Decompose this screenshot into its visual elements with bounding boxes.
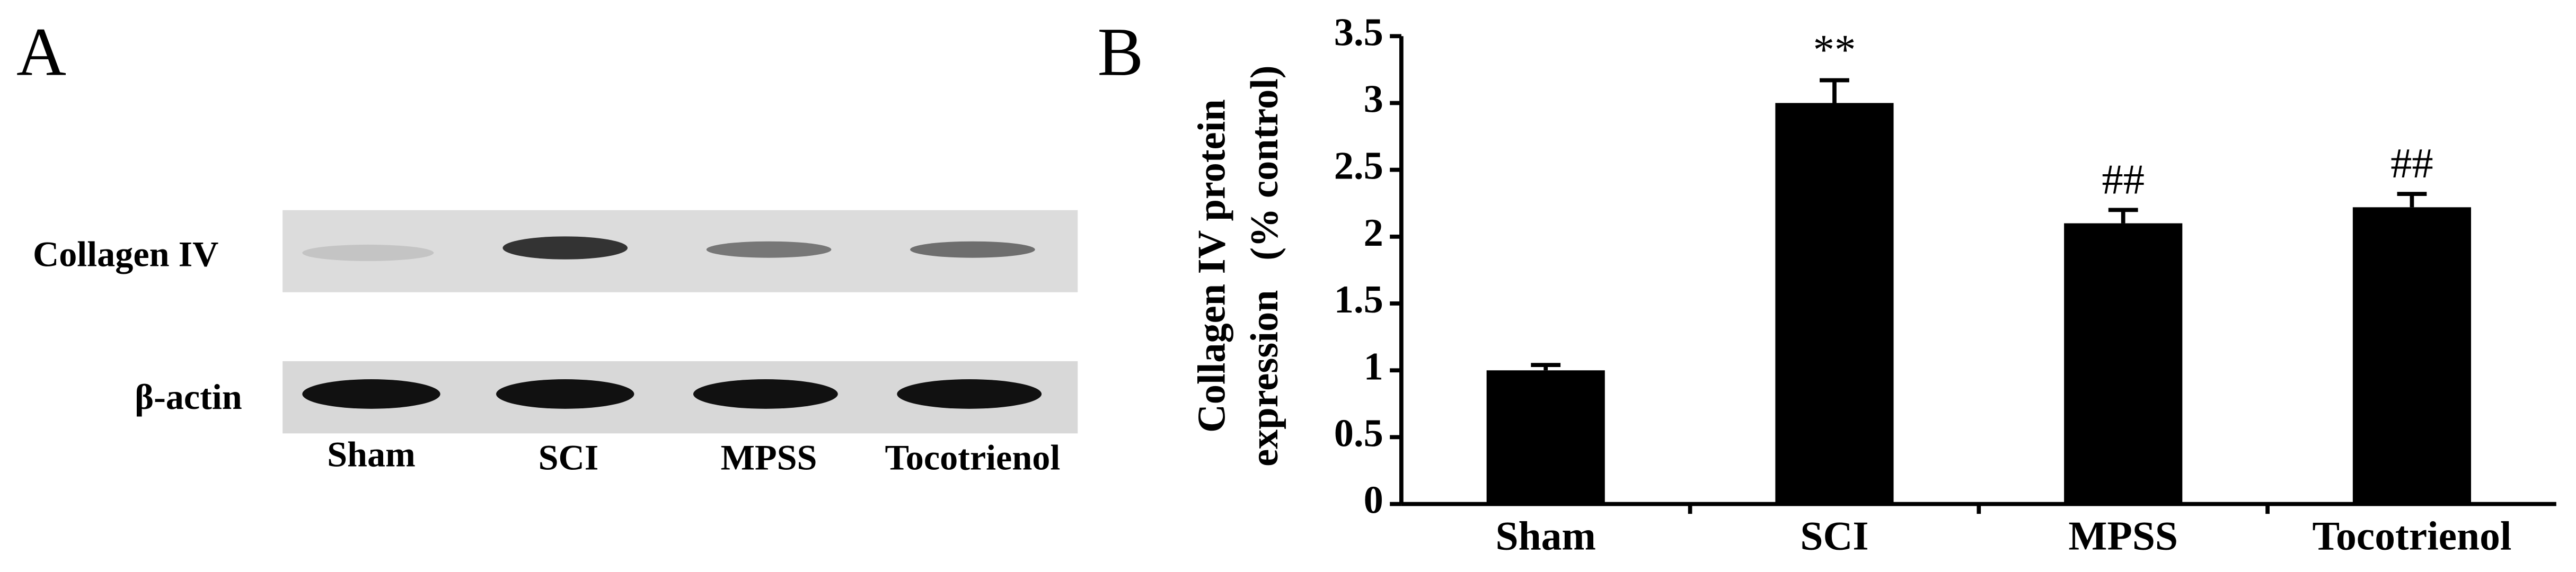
y-axis-label: expression (% control) [1243, 65, 1286, 466]
y-tick-label: 0.5 [1334, 412, 1383, 455]
significance-label: ## [2102, 156, 2145, 203]
bar [1775, 103, 1894, 504]
band [693, 379, 838, 409]
bar [2352, 207, 2472, 504]
lane-label: SCI [539, 437, 599, 478]
y-tick-label: 3 [1364, 78, 1383, 121]
bar [2064, 223, 2183, 504]
x-tick-label: SCI [1800, 513, 1868, 559]
row-label: Collagen IV [33, 234, 218, 274]
y-tick-label: 2 [1364, 211, 1383, 255]
x-tick-label: Tocotrienol [2313, 513, 2512, 559]
band [502, 236, 628, 260]
y-tick-label: 3.5 [1334, 11, 1383, 54]
bar [1486, 370, 1605, 504]
band [496, 379, 634, 409]
x-tick-label: MPSS [2068, 513, 2178, 559]
lane-label: Tocotrienol [885, 437, 1061, 478]
band [706, 241, 832, 258]
y-tick-label: 0 [1364, 479, 1383, 522]
x-tick-label: Sham [1496, 513, 1596, 559]
row-label: β-actin [135, 377, 242, 417]
significance-label: ## [2390, 140, 2433, 187]
panel-label: A [16, 14, 66, 91]
lane-label: MPSS [721, 437, 817, 478]
y-tick-label: 1.5 [1334, 278, 1383, 321]
y-tick-label: 1 [1364, 345, 1383, 388]
significance-label: ** [1813, 26, 1856, 73]
band [302, 379, 440, 409]
y-axis-label: Collagen IV protein [1190, 99, 1234, 433]
band [302, 244, 434, 261]
band [910, 241, 1035, 258]
lane-label: Sham [327, 434, 416, 474]
panel-label: B [1097, 14, 1143, 91]
y-tick-label: 2.5 [1334, 145, 1383, 188]
band [897, 379, 1042, 409]
